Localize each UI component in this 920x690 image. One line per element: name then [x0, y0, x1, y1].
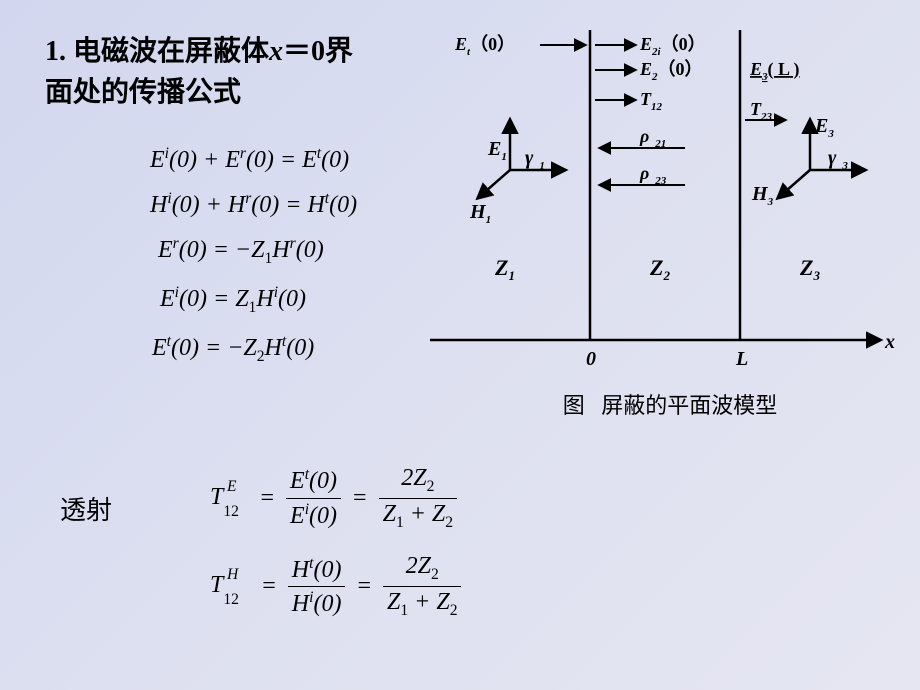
H3-axis [778, 170, 810, 198]
TH-num1: Ht(0) [288, 555, 346, 585]
TE-lhs: T12E [210, 482, 248, 515]
caption-text: 屏蔽的平面波模型 [601, 393, 777, 418]
E1-label: E1 [487, 138, 507, 163]
TH-sub: 12 [223, 591, 239, 608]
H3-label: H3 [751, 183, 774, 208]
E3-label: E3 [814, 115, 834, 140]
equals-2: = [353, 485, 367, 512]
TE-sub: 12 [223, 503, 239, 520]
Z2: Z2 [649, 255, 670, 283]
equation-block: Ei(0) + Er(0) = Et(0) Hi(0) + Hr(0) = Ht… [150, 145, 357, 381]
E2i-label: E2i（0） [639, 34, 706, 58]
slide: 1. 电磁波在屏蔽体x＝0界 面处的传播公式 Ei(0) + Er(0) = E… [0, 0, 920, 690]
TH-sup: H [227, 566, 238, 583]
H1-label: H1 [469, 201, 491, 226]
TH-den1: Hi(0) [288, 589, 346, 619]
eq-4: Ei(0) = Z1Hi(0) [160, 284, 357, 317]
title-line2: 面处的传播公式 [45, 77, 241, 108]
TE-frac1: Et(0) Ei(0) [286, 466, 341, 530]
TH-frac1: Ht(0) Hi(0) [288, 555, 346, 619]
eq-1: Ei(0) + Er(0) = Et(0) [150, 145, 357, 174]
TH-symbol: T [210, 572, 223, 598]
TH-den2: Z1 + Z2 [383, 589, 462, 620]
TE-den1: Ei(0) [286, 501, 341, 531]
eq-3: Er(0) = −Z1Hr(0) [158, 235, 357, 268]
L-label: L [735, 348, 748, 370]
TE-sup: E [227, 478, 237, 495]
transmission-coefficients: T12E = Et(0) Ei(0) = 2Z2 Z1 + Z2 T12H = … [210, 465, 467, 642]
eq-2: Hi(0) + Hr(0) = Ht(0) [150, 190, 357, 219]
TE-row: T12E = Et(0) Ei(0) = 2Z2 Z1 + Z2 [210, 465, 467, 531]
TH-num2: 2Z2 [402, 553, 443, 584]
origin-label: 0 [586, 348, 596, 370]
gamma3-label: γ3 [828, 147, 848, 172]
rho21-label: ρ21 [639, 126, 666, 150]
TH-frac2: 2Z2 Z1 + Z2 [383, 553, 462, 619]
caption-prefix: 图 [563, 393, 585, 418]
title-var: x [269, 36, 283, 67]
TE-num2: 2Z2 [397, 465, 438, 496]
TE-frac2: 2Z2 Z1 + Z2 [379, 465, 458, 531]
gamma1-label: γ1 [525, 147, 545, 172]
title-suffix: ＝0界 [283, 36, 353, 67]
title: 1. 电磁波在屏蔽体x＝0界 面处的传播公式 [45, 32, 445, 113]
transmit-label: 透射 [60, 490, 112, 527]
plane-wave-diagram: x 0 L Z1 Z2 Z3 Et（0） E2i（0） E2（0） E3( L … [430, 20, 900, 380]
Z1: Z1 [494, 255, 515, 283]
E2-label: E2（0） [639, 59, 703, 83]
TH-lhs: T12H [210, 570, 250, 603]
diagram-caption: 图 屏蔽的平面波模型 [470, 388, 870, 420]
rho23-label: ρ23 [639, 163, 667, 187]
Z3: Z3 [799, 255, 820, 283]
TH-row: T12H = Ht(0) Hi(0) = 2Z2 Z1 + Z2 [210, 553, 467, 619]
x-axis-label: x [884, 331, 895, 353]
title-prefix: 1. 电磁波在屏蔽体 [45, 36, 269, 67]
TE-symbol: T [210, 484, 223, 510]
H1-axis [478, 170, 510, 198]
T12-label: T12 [640, 89, 663, 113]
eq-5: Et(0) = −Z2Ht(0) [152, 333, 357, 366]
E3L-label: E3( L ) [749, 59, 800, 83]
TE-num1: Et(0) [286, 466, 341, 496]
equals-4: = [357, 573, 371, 600]
equals-3: = [262, 573, 276, 600]
TE-den2: Z1 + Z2 [379, 501, 458, 532]
equals-1: = [260, 485, 274, 512]
Et0-label: Et（0） [454, 34, 515, 58]
